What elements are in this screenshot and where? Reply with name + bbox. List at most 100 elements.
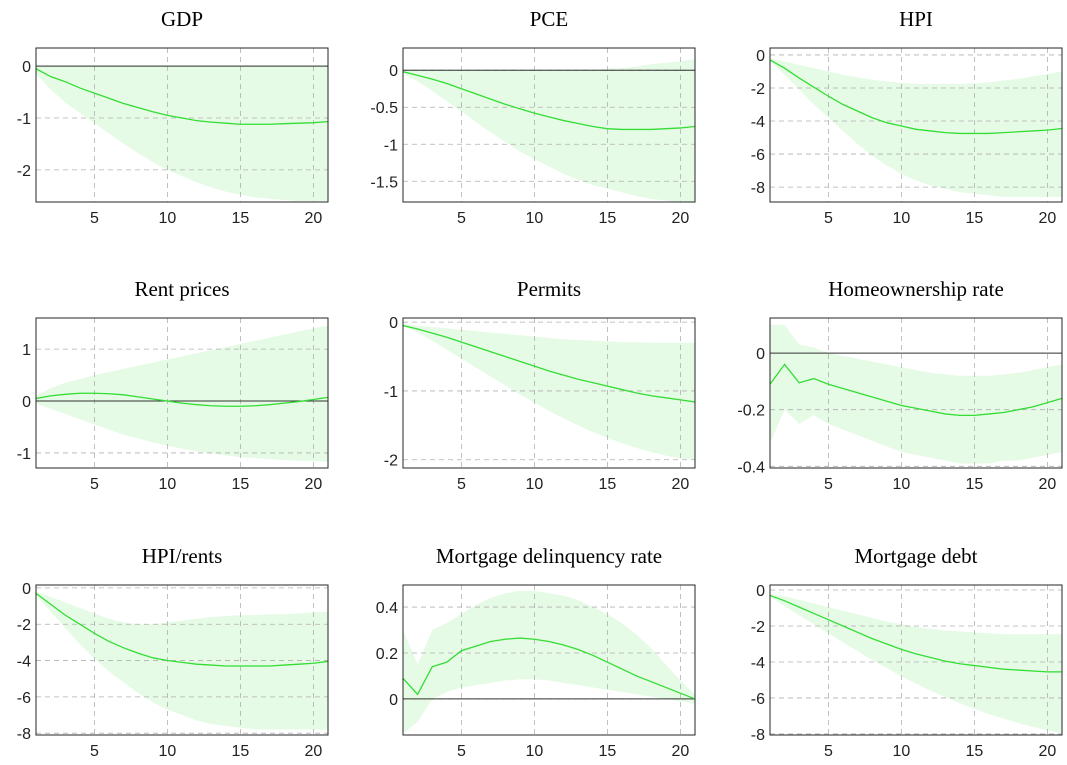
x-tick-label: 5 <box>457 743 466 760</box>
x-tick-label: 15 <box>232 743 250 760</box>
panel-title: Rent prices <box>134 277 229 301</box>
x-tick-label: 15 <box>599 476 617 493</box>
x-tick-label: 10 <box>159 210 177 227</box>
y-tick-label: -1 <box>17 111 31 128</box>
y-tick-label: -4 <box>751 655 765 672</box>
x-tick-label: 20 <box>672 476 690 493</box>
confidence-band <box>403 324 695 460</box>
panel-title: HPI/rents <box>142 544 223 568</box>
y-tick-label: -8 <box>17 726 31 743</box>
x-tick-label: 15 <box>232 476 250 493</box>
median-line <box>402 71 696 131</box>
y-tick-label: 0 <box>22 59 31 76</box>
y-tick-label: 0 <box>756 48 765 65</box>
x-tick-label: 10 <box>159 476 177 493</box>
y-tick-label: 0.4 <box>376 600 398 617</box>
x-tick-label: 5 <box>824 743 833 760</box>
median-line <box>402 637 696 700</box>
y-tick-label: -0.5 <box>370 100 398 117</box>
y-tick-label: 0 <box>22 581 31 598</box>
x-tick-label: 20 <box>305 743 323 760</box>
y-tick-label: -4 <box>751 114 765 131</box>
x-tick-label: 10 <box>526 210 544 227</box>
x-tick-label: 20 <box>672 210 690 227</box>
x-tick-label: 15 <box>966 210 984 227</box>
y-tick-label: 0 <box>22 394 31 411</box>
y-tick-label: -2 <box>751 81 765 98</box>
y-tick-label: -8 <box>751 727 765 744</box>
x-tick-label: 20 <box>672 743 690 760</box>
y-tick-label: -0.2 <box>737 403 765 420</box>
y-tick-label: -1.5 <box>370 174 398 191</box>
x-tick-label: 5 <box>824 476 833 493</box>
confidence-band <box>770 58 1062 198</box>
x-tick-label: 15 <box>232 210 250 227</box>
x-tick-label: 5 <box>90 476 99 493</box>
confidence-band <box>36 65 328 201</box>
x-tick-label: 20 <box>1039 743 1057 760</box>
confidence-band <box>403 590 695 734</box>
x-tick-label: 15 <box>599 210 617 227</box>
x-tick-label: 5 <box>90 743 99 760</box>
x-tick-label: 5 <box>457 210 466 227</box>
y-tick-label: -1 <box>384 137 398 154</box>
confidence-band <box>770 324 1062 464</box>
y-tick-label: -1 <box>17 446 31 463</box>
x-tick-label: 15 <box>966 743 984 760</box>
panel-title: Homeownership rate <box>828 277 1004 301</box>
panel-title: Permits <box>517 277 581 301</box>
x-tick-label: 5 <box>457 476 466 493</box>
y-tick-label: -2 <box>17 163 31 180</box>
axes-box <box>769 47 1063 203</box>
axes-box <box>402 47 696 203</box>
axes-box <box>769 584 1063 736</box>
median-line <box>769 59 1063 135</box>
confidence-band <box>770 593 1062 734</box>
x-tick-label: 10 <box>526 476 544 493</box>
x-tick-label: 10 <box>159 743 177 760</box>
y-tick-label: -2 <box>17 617 31 634</box>
axes-box <box>402 584 696 736</box>
axes-box <box>769 317 1063 469</box>
panel-title: GDP <box>161 7 203 31</box>
x-tick-label: 15 <box>966 476 984 493</box>
x-tick-label: 20 <box>1039 476 1057 493</box>
panel-title: Mortgage delinquency rate <box>436 544 662 568</box>
axes-box <box>35 317 329 469</box>
y-tick-label: -6 <box>751 691 765 708</box>
x-tick-label: 10 <box>893 210 911 227</box>
confidence-band <box>36 325 328 462</box>
x-tick-label: 10 <box>526 743 544 760</box>
panel-title: HPI <box>899 7 933 31</box>
x-tick-label: 10 <box>893 743 911 760</box>
y-tick-label: -6 <box>751 147 765 164</box>
x-tick-label: 5 <box>90 210 99 227</box>
median-line <box>35 392 329 407</box>
y-tick-label: 0.2 <box>376 646 398 663</box>
confidence-band <box>403 59 695 202</box>
y-tick-label: -2 <box>751 619 765 636</box>
x-tick-label: 20 <box>305 210 323 227</box>
y-tick-label: 0 <box>389 63 398 80</box>
y-tick-label: -0.4 <box>737 459 765 476</box>
panel-title: PCE <box>530 7 569 31</box>
axes-box <box>35 584 329 736</box>
y-tick-label: 1 <box>22 342 31 359</box>
y-tick-label: -4 <box>17 654 31 671</box>
x-tick-label: 5 <box>824 210 833 227</box>
y-tick-label: 0 <box>756 346 765 363</box>
x-tick-label: 15 <box>599 743 617 760</box>
axes-box <box>402 317 696 469</box>
axes-box <box>35 47 329 203</box>
y-tick-label: -2 <box>384 453 398 470</box>
y-tick-label: 0 <box>756 583 765 600</box>
y-tick-label: -6 <box>17 690 31 707</box>
x-tick-label: 10 <box>893 476 911 493</box>
y-tick-label: 0 <box>389 692 398 709</box>
median-line <box>769 594 1062 673</box>
y-tick-label: -8 <box>751 180 765 197</box>
median-line <box>402 324 696 403</box>
panel-title: Mortgage debt <box>854 544 977 568</box>
y-tick-label: 0 <box>389 315 398 332</box>
